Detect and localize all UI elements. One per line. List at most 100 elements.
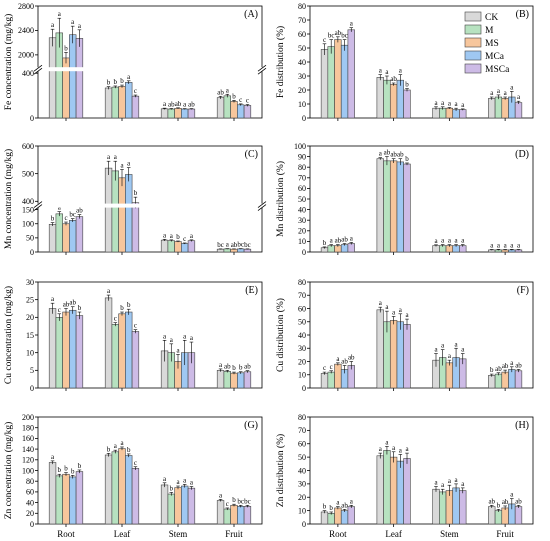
- x-tick-label: Fruit: [496, 529, 514, 539]
- bar-ck: [488, 506, 496, 525]
- significance-letter: a: [441, 481, 445, 489]
- y-tick-label: 40: [298, 205, 306, 214]
- bar-ms: [62, 311, 70, 389]
- significance-letter: b: [323, 503, 327, 511]
- significance-letter: a: [517, 93, 521, 101]
- significance-letter: a: [336, 499, 340, 507]
- bar-msca: [459, 490, 467, 525]
- significance-letter: c: [134, 87, 137, 95]
- y-tick-label: 60: [298, 30, 306, 39]
- significance-letter: ab: [341, 236, 348, 244]
- axis-break-band: [36, 67, 264, 72]
- significance-letter: a: [51, 295, 55, 303]
- plot-frame: [37, 145, 263, 253]
- y-tick-label: 40: [298, 331, 306, 340]
- bar-m: [439, 491, 447, 525]
- bar-m: [55, 475, 63, 525]
- bar-msca: [187, 487, 196, 525]
- significance-letter: ab: [502, 362, 509, 370]
- significance-letter: b: [170, 484, 174, 492]
- legend-swatch-m: [464, 24, 482, 35]
- significance-letter: a: [107, 287, 111, 295]
- bar-m: [494, 373, 503, 389]
- significance-letter: c: [246, 97, 249, 105]
- significance-letter: a: [392, 444, 396, 452]
- significance-letter: a: [350, 234, 354, 242]
- significance-letter: b: [405, 155, 409, 163]
- bar-ck: [48, 223, 57, 253]
- significance-letter: a: [405, 311, 409, 319]
- y-tick-label: 80: [298, 413, 306, 422]
- y-axis-label: Zn distribution (%): [275, 434, 286, 507]
- bar-mca: [181, 485, 189, 525]
- significance-letter: a: [183, 101, 187, 109]
- significance-letter: ab: [76, 207, 83, 215]
- significance-letter: a: [350, 20, 354, 28]
- bar-ms: [118, 86, 126, 119]
- bar-mca: [452, 487, 460, 525]
- significance-letter: ab: [390, 75, 397, 83]
- y-axis-label: Fe distribution (%): [275, 26, 286, 98]
- significance-letter: b: [232, 496, 236, 504]
- bar-ms: [501, 371, 509, 389]
- y-axis-label: Cu concentration (mg/kg): [3, 286, 14, 384]
- significance-letter: a: [190, 232, 194, 240]
- y-tick-label: 120: [22, 456, 34, 465]
- bar-ms: [118, 448, 126, 525]
- y-tick-label: 70: [298, 426, 306, 435]
- significance-letter: a: [379, 299, 383, 307]
- y-tick-label: 0: [302, 520, 306, 529]
- y-tick-label: 60: [298, 184, 306, 193]
- significance-letter: a: [392, 308, 396, 316]
- bar-msca: [459, 109, 467, 119]
- bar-m: [494, 96, 503, 119]
- significance-letter: ab: [341, 501, 348, 509]
- significance-letter: a: [71, 18, 75, 26]
- significance-letter: a: [163, 100, 167, 108]
- significance-letter: a: [51, 453, 55, 461]
- bar-msca: [243, 105, 252, 119]
- significance-letter: a: [441, 342, 445, 350]
- bar-m: [111, 451, 119, 525]
- y-tick-label: 10: [298, 506, 306, 515]
- y-tick-label: 2400: [18, 26, 34, 35]
- bar-msca: [514, 370, 523, 389]
- significance-letter: a: [461, 237, 465, 245]
- y-tick-label: 60: [298, 304, 306, 313]
- bar-mca: [237, 372, 245, 389]
- y-tick-label: 25: [26, 295, 34, 304]
- significance-letter: a: [107, 153, 111, 161]
- axis-break-mark: [33, 204, 43, 211]
- significance-letter: ab: [348, 354, 355, 362]
- significance-letter: ab: [335, 237, 342, 245]
- bar-ms: [445, 362, 454, 389]
- bar-msca: [131, 202, 140, 253]
- significance-letter: c: [114, 315, 117, 323]
- bar-ms: [501, 98, 509, 119]
- significance-letter: a: [448, 100, 452, 108]
- y-axis-label: Cu distribution (%): [275, 298, 286, 372]
- significance-letter: bc: [244, 241, 251, 249]
- legend-label-m: M: [485, 26, 494, 36]
- significance-letter: b: [405, 81, 409, 89]
- bar-ms: [501, 507, 509, 525]
- bar-ck: [320, 49, 329, 119]
- bar-msca: [243, 506, 252, 525]
- significance-letter: bc: [237, 241, 244, 249]
- legend-label-ck: CK: [485, 13, 498, 23]
- legend-label-ms: MS: [485, 39, 499, 49]
- bar-ck: [104, 87, 113, 119]
- significance-letter: a: [219, 361, 223, 369]
- bar-msca: [347, 243, 355, 253]
- bar-msca: [347, 506, 355, 525]
- significance-letter: b: [78, 304, 82, 312]
- bar-msca: [403, 163, 411, 253]
- bar-ms: [334, 363, 342, 389]
- significance-letter: a: [497, 241, 501, 249]
- y-tick-label: 50: [298, 195, 306, 204]
- bar-mca: [396, 460, 404, 525]
- bar-m: [383, 160, 391, 253]
